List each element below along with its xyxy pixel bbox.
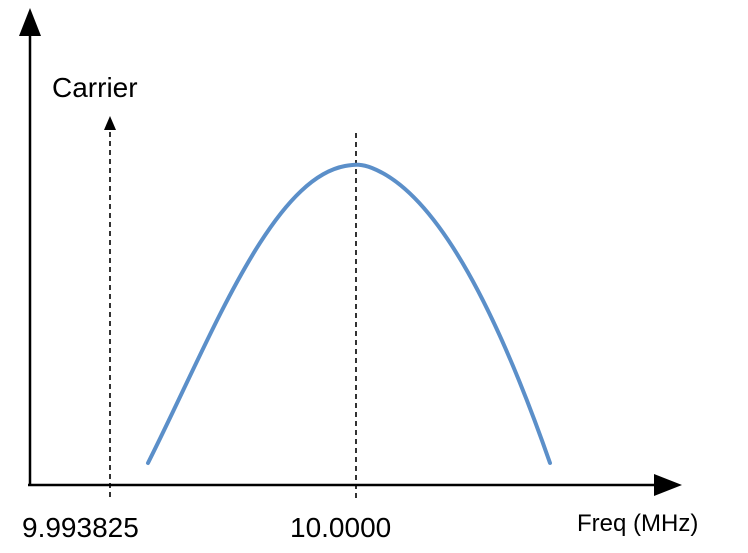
spectrum-curve [146,162,552,465]
y-axis-arrowhead [19,8,41,36]
x-axis-label: Freq (MHz) [577,510,699,537]
x-axis-arrowhead [654,474,682,496]
carrier-label: Carrier [52,72,138,103]
tick-label-center: 10.0000 [290,512,392,543]
carrier-arrowhead [104,116,116,130]
tick-label-carrier: 9.993825 [22,512,139,543]
